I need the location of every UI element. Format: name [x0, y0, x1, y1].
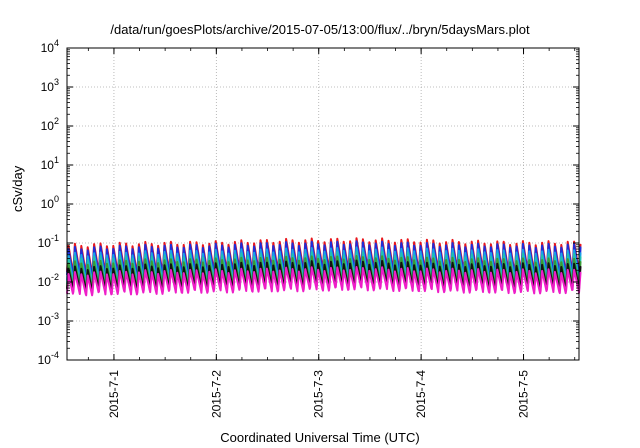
x-tick-label: 2015-7-5	[517, 370, 531, 418]
x-tick-label: 2015-7-3	[312, 370, 326, 418]
y-tick-label: 10-4	[38, 350, 59, 367]
y-tick-labels: 10-4 10-3 10-2 10-1 100 101 102 103 104	[38, 38, 59, 367]
series-lines	[66, 237, 582, 297]
y-tick-label: 10-1	[38, 233, 59, 250]
x-tick-label: 2015-7-4	[414, 370, 428, 418]
y-tick-label: 104	[41, 38, 59, 55]
x-tick-label: 2015-7-2	[209, 370, 223, 418]
grid-lines	[67, 47, 579, 361]
plot-frame	[66, 47, 580, 361]
y-axis-label: cSv/day	[10, 165, 25, 212]
x-tick-labels: 2015-7-1 2015-7-2 2015-7-3 2015-7-4 2015-7-5	[107, 370, 531, 418]
y-tick-label: 100	[41, 194, 59, 211]
y-tick-label: 103	[41, 77, 59, 94]
x-axis-label: Coordinated Universal Time (UTC)	[220, 430, 420, 445]
x-tick-label: 2015-7-1	[107, 370, 121, 418]
y-tick-label: 10-3	[38, 311, 59, 328]
series-line	[66, 266, 582, 297]
y-tick-label: 102	[41, 116, 59, 133]
chart-title: /data/run/goesPlots/archive/2015-07-05/1…	[110, 22, 530, 37]
y-tick-label: 10-2	[38, 272, 59, 289]
y-tick-label: 101	[41, 155, 59, 172]
